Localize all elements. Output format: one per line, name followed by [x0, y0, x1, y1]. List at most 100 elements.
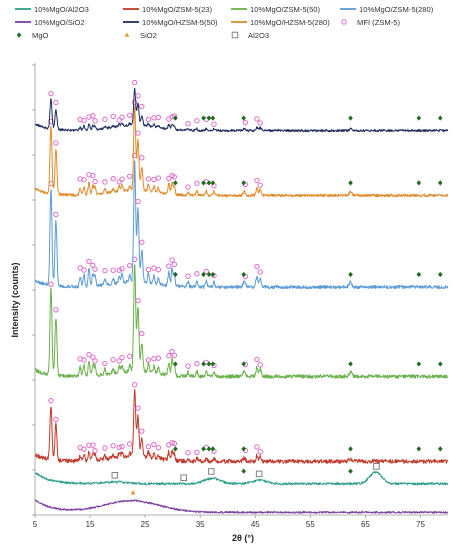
mfi-marker — [171, 352, 177, 358]
mfi-marker — [102, 360, 108, 367]
legend-label: Al2O3 — [248, 31, 269, 40]
mgo-marker — [201, 361, 206, 367]
legend-label: SiO2 — [140, 31, 157, 40]
plot-area — [34, 79, 449, 514]
mfi-marker — [90, 262, 96, 268]
series-line — [34, 470, 448, 486]
mgo-marker — [416, 361, 422, 367]
mfi-marker — [135, 93, 141, 99]
mfi-marker — [53, 99, 59, 106]
mfi-marker — [257, 182, 263, 188]
x-tick-label: 75 — [416, 520, 425, 529]
mgo-marker — [173, 271, 178, 278]
mfi-marker — [139, 239, 145, 245]
mfi-marker — [102, 267, 108, 274]
series-line — [34, 264, 449, 379]
mgo-marker — [173, 115, 178, 121]
mfi-marker — [242, 119, 249, 126]
mfi-marker — [119, 443, 125, 450]
series-line — [34, 160, 449, 290]
legend-label: 10%MgO/ZSM-5(50) — [250, 5, 321, 14]
mfi-marker — [254, 356, 260, 363]
mgo-marker — [416, 271, 422, 278]
legend-label: MgO — [32, 31, 49, 40]
x-tick-label: 65 — [361, 520, 370, 529]
series-sio2 — [34, 490, 449, 514]
mgo-marker — [348, 361, 353, 367]
mfi-marker — [119, 114, 125, 120]
mfi-marker — [53, 140, 59, 146]
mgo-marker — [437, 115, 443, 121]
mfi-marker — [185, 120, 191, 127]
mgo-marker — [173, 180, 178, 186]
mfi-marker — [135, 297, 141, 304]
legend-label: 10%MgO/HZSM-5(280) — [250, 18, 330, 27]
mfi-marker — [185, 184, 191, 190]
mgo-marker — [348, 468, 353, 474]
mfi-marker — [48, 397, 54, 404]
mfi-marker — [119, 176, 125, 182]
x-tick-label: 5 — [33, 520, 38, 529]
mgo-marker — [206, 180, 212, 186]
mgo-marker — [210, 446, 216, 452]
al2o3-marker — [255, 470, 263, 478]
mgo-marker — [437, 446, 443, 452]
mgo-marker — [206, 361, 212, 367]
mfi-marker — [254, 177, 260, 184]
mfi-marker — [81, 357, 87, 363]
series-line — [34, 105, 449, 198]
legend: 10%MgO/Al2O3 10%MgO/ZSM-5(23) 10%MgO/ZSM-5… — [15, 5, 434, 40]
series-line — [34, 389, 449, 464]
series-z50 — [34, 256, 449, 379]
mgo-marker — [210, 271, 216, 278]
x-tick-label: 15 — [86, 520, 95, 529]
al2o3-marker — [180, 474, 187, 481]
mgo-marker — [173, 361, 178, 367]
mgo-marker — [241, 446, 247, 452]
mgo-marker — [437, 180, 443, 186]
mgo-marker — [241, 361, 247, 367]
mfi-marker — [92, 358, 98, 364]
mfi-marker — [145, 266, 152, 273]
mgo-marker — [416, 446, 422, 452]
mfi-marker — [194, 118, 200, 124]
mfi-marker — [77, 265, 83, 271]
series-h280 — [34, 99, 449, 198]
mfi-marker — [90, 172, 96, 179]
mfi-marker — [151, 441, 157, 448]
mfi-marker — [151, 356, 157, 362]
mfi-marker — [257, 269, 263, 275]
mfi-marker — [116, 179, 122, 185]
mfi-marker — [139, 103, 145, 110]
mfi-marker — [151, 115, 157, 121]
mfi-marker — [169, 257, 175, 263]
mfi-marker — [116, 117, 122, 123]
mfi-marker — [139, 155, 145, 161]
mfi-marker — [145, 116, 152, 123]
mfi-marker — [185, 450, 191, 456]
mgo-marker — [348, 180, 353, 186]
series-al2o3 — [34, 463, 448, 486]
mfi-marker — [254, 116, 260, 122]
mfi-marker — [81, 267, 87, 273]
mgo-marker — [206, 115, 212, 121]
legend-label: 10%MgO/ZSM-5(23) — [142, 5, 213, 14]
mfi-marker — [48, 118, 54, 125]
mfi-marker — [135, 130, 141, 136]
mgo-marker — [416, 115, 422, 121]
mfi-marker — [127, 441, 133, 447]
mfi-marker — [155, 355, 161, 361]
mfi-marker — [127, 353, 133, 359]
al2o3-marker — [207, 468, 215, 475]
mfi-marker — [92, 266, 98, 272]
series-h50 — [34, 79, 449, 133]
mfi-marker — [86, 258, 92, 265]
mgo-marker — [173, 446, 178, 452]
mfi-marker — [81, 177, 87, 183]
mfi-marker — [127, 173, 133, 179]
mfi-marker — [132, 99, 138, 105]
mfi-marker — [171, 174, 177, 180]
mfi-marker — [145, 357, 152, 363]
mfi-marker — [110, 176, 116, 182]
series-line — [34, 499, 449, 514]
